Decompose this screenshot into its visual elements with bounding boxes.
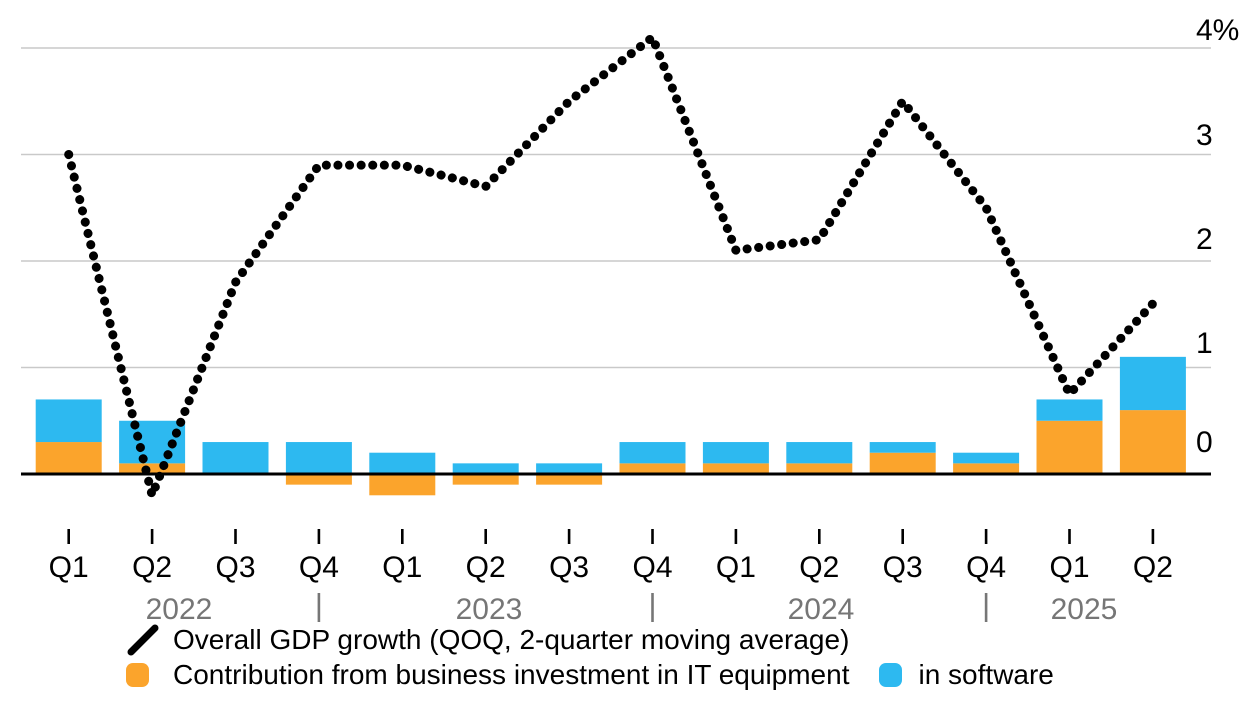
legend-label-software: in software [918, 659, 1054, 690]
bar-equipment [1036, 420, 1103, 474]
bar-software [869, 442, 936, 453]
quarter-label: Q1 [49, 551, 89, 584]
equipment-swatch-icon [126, 663, 149, 687]
quarter-label: Q1 [382, 551, 422, 584]
quarter-label: Q3 [883, 551, 923, 584]
year-label-2025: 2025 [1051, 593, 1118, 626]
bar-equipment [786, 463, 853, 474]
legend-label-gdp-line: Overall GDP growth (QOQ, 2-quarter movin… [173, 624, 850, 655]
bar-software [1036, 399, 1103, 421]
quarter-label: Q4 [966, 551, 1006, 584]
quarter-label: Q2 [799, 551, 839, 584]
bar-software [369, 452, 436, 474]
bar-equipment-negative [369, 474, 436, 496]
bar-equipment [702, 463, 769, 474]
y-axis-label-4%: 4% [1196, 14, 1239, 47]
quarter-label: Q4 [632, 551, 672, 584]
bar-software [452, 463, 519, 474]
bar-software [953, 452, 1020, 464]
gdp-growth-dotted-line [64, 30, 1158, 511]
bar-equipment [119, 463, 186, 474]
quarter-label: Q3 [215, 551, 255, 584]
bar-software [35, 399, 102, 443]
year-label-2023: 2023 [456, 593, 523, 626]
year-label-2024: 2024 [788, 593, 855, 626]
bar-equipment-negative [285, 474, 352, 485]
y-axis-label-0: 0 [1196, 426, 1213, 459]
legend-row-gdp-line: Overall GDP growth (QOQ, 2-quarter movin… [126, 623, 849, 657]
legend-row-contributions: Contribution from business investment in… [126, 659, 1054, 691]
bar-software [619, 442, 686, 464]
bar-software [786, 442, 853, 464]
bar-equipment-negative [452, 474, 519, 485]
quarter-label: Q2 [132, 551, 172, 584]
bar-equipment [869, 452, 936, 474]
quarter-label: Q1 [716, 551, 756, 584]
bar-software [536, 463, 603, 474]
gdp-line-swatch-icon [127, 624, 159, 656]
legend-label-equipment: Contribution from business investment in… [173, 659, 850, 690]
quarter-label: Q2 [1133, 551, 1173, 584]
bar-equipment [953, 463, 1020, 474]
bar-equipment-negative [536, 474, 603, 485]
quarter-label: Q2 [466, 551, 506, 584]
bar-equipment [1119, 410, 1186, 474]
quarter-label: Q1 [1049, 551, 1089, 584]
y-axis-label-2: 2 [1196, 223, 1213, 256]
y-axis-label-3: 3 [1196, 119, 1213, 152]
bar-software [702, 442, 769, 464]
bar-equipment [35, 442, 102, 474]
bar-software [285, 442, 352, 474]
quarter-label: Q3 [549, 551, 589, 584]
bar-software [1119, 356, 1186, 411]
software-swatch-icon [879, 663, 903, 687]
y-axis-label-1: 1 [1196, 327, 1213, 360]
bar-equipment [619, 463, 686, 474]
year-label-2022: 2022 [146, 593, 213, 626]
quarter-label: Q4 [299, 551, 339, 584]
bar-software [202, 442, 269, 474]
